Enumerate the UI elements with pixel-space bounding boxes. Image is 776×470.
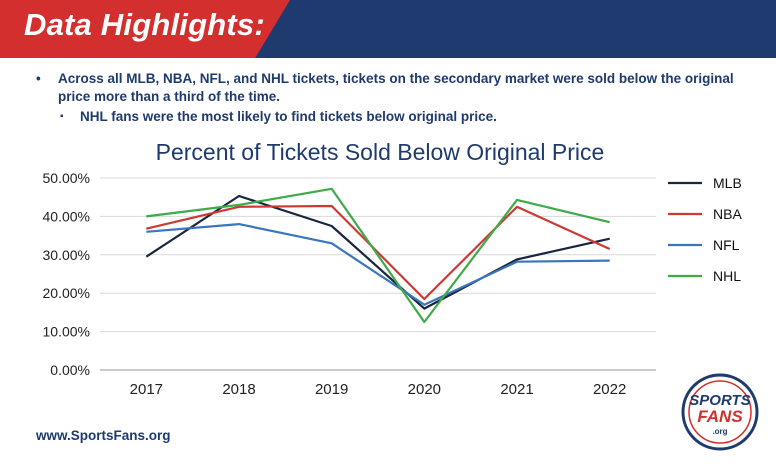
header-banner: Data Highlights: [0,0,776,58]
x-tick-label: 2017 [130,381,163,398]
y-tick-label: 0.00% [50,362,90,378]
sportsfans-logo: SPORTS FANS .org [681,373,759,451]
y-tick-label: 30.00% [43,247,90,263]
x-tick-label: 2020 [408,381,441,398]
header-red-band [0,0,290,58]
y-tick-label: 20.00% [43,285,90,301]
footer-url: www.SportsFans.org [36,428,171,443]
y-tick-label: 10.00% [43,324,90,340]
series-line-nfl [146,223,610,306]
logo-sports-text: SPORTS [689,392,750,409]
x-tick-label: 2021 [500,381,533,398]
legend-label-mlb: MLB [713,175,742,191]
x-tick-label: 2019 [315,381,348,398]
legend-label-nhl: NHL [713,268,741,284]
x-tick-label: 2018 [222,381,255,398]
highlights-list: Across all MLB, NBA, NFL, and NHL ticket… [36,70,756,126]
legend-label-nba: NBA [713,206,742,222]
series-line-nba [146,204,611,301]
legend-label-nfl: NFL [713,237,740,253]
page-title: Data Highlights: [24,7,265,42]
y-tick-label: 50.00% [43,170,90,186]
chart-title: Percent of Tickets Sold Below Original P… [155,139,605,165]
logo-fans-text: FANS [697,407,743,426]
series-line-nhl [146,187,610,324]
x-tick-label: 2022 [593,381,626,398]
logo-org-text: .org [712,427,727,436]
y-tick-label: 40.00% [43,208,90,224]
highlight-bullet-main: Across all MLB, NBA, NFL, and NHL ticket… [36,70,756,106]
highlight-bullet-sub: NHL fans were the most likely to find ti… [36,108,756,126]
